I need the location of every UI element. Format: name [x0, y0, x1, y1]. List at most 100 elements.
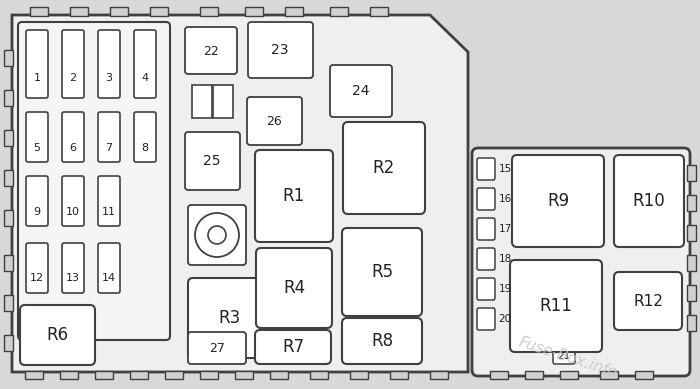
Text: 4: 4 [141, 73, 148, 83]
Text: 1: 1 [34, 73, 41, 83]
Text: 3: 3 [106, 73, 113, 83]
Bar [130, 371, 148, 379]
Bar [370, 7, 388, 16]
Text: 8: 8 [141, 143, 148, 153]
Text: R9: R9 [547, 192, 569, 210]
Bar [285, 7, 303, 16]
Text: R6: R6 [46, 326, 68, 344]
FancyBboxPatch shape [343, 122, 425, 214]
FancyBboxPatch shape [188, 205, 246, 265]
FancyBboxPatch shape [134, 30, 156, 98]
Text: 15: 15 [498, 164, 512, 174]
Bar [390, 371, 408, 379]
FancyBboxPatch shape [614, 155, 684, 247]
Bar [687, 225, 696, 241]
Bar [635, 371, 653, 379]
Text: 5: 5 [34, 143, 41, 153]
Bar [687, 255, 696, 271]
Text: 25: 25 [203, 154, 220, 168]
Text: 20: 20 [498, 314, 512, 324]
Bar [30, 7, 48, 16]
Bar [330, 7, 348, 16]
Text: 10: 10 [66, 207, 80, 217]
FancyBboxPatch shape [98, 30, 120, 98]
Bar [270, 371, 288, 379]
Text: R4: R4 [283, 279, 305, 297]
FancyBboxPatch shape [255, 150, 333, 242]
Bar [192, 85, 212, 118]
FancyBboxPatch shape [185, 27, 237, 74]
FancyBboxPatch shape [188, 332, 246, 364]
FancyBboxPatch shape [247, 97, 302, 145]
Bar [200, 371, 218, 379]
Bar [4, 295, 13, 311]
Bar [350, 371, 368, 379]
Bar [430, 371, 448, 379]
FancyBboxPatch shape [62, 243, 84, 293]
Bar [687, 285, 696, 301]
Bar [525, 371, 543, 379]
Bar [687, 315, 696, 331]
FancyBboxPatch shape [477, 308, 495, 330]
FancyBboxPatch shape [342, 228, 422, 316]
FancyBboxPatch shape [477, 248, 495, 270]
Bar [150, 7, 168, 16]
Text: R2: R2 [373, 159, 395, 177]
Bar [4, 90, 13, 106]
Bar [600, 371, 618, 379]
Text: R3: R3 [218, 309, 240, 327]
Text: 16: 16 [498, 194, 512, 204]
FancyBboxPatch shape [256, 248, 332, 328]
Bar [200, 7, 218, 16]
Text: 2: 2 [69, 73, 76, 83]
Bar [70, 7, 88, 16]
FancyBboxPatch shape [188, 278, 270, 358]
FancyBboxPatch shape [20, 305, 95, 365]
Bar [560, 371, 578, 379]
FancyBboxPatch shape [510, 260, 602, 352]
Bar [110, 7, 128, 16]
Text: R12: R12 [633, 293, 663, 308]
Text: 19: 19 [498, 284, 512, 294]
Bar [4, 335, 13, 351]
FancyBboxPatch shape [248, 22, 313, 78]
Bar [4, 50, 13, 66]
FancyBboxPatch shape [98, 112, 120, 162]
Text: R10: R10 [633, 192, 666, 210]
Bar [25, 371, 43, 379]
Text: 11: 11 [102, 207, 116, 217]
Text: 24: 24 [352, 84, 370, 98]
Bar [165, 371, 183, 379]
Text: 18: 18 [498, 254, 512, 264]
Bar [213, 85, 233, 118]
FancyBboxPatch shape [330, 65, 392, 117]
Text: 27: 27 [209, 342, 225, 354]
FancyBboxPatch shape [62, 30, 84, 98]
Bar [245, 7, 263, 16]
FancyBboxPatch shape [185, 132, 240, 190]
Text: R5: R5 [371, 263, 393, 281]
Bar [4, 170, 13, 186]
Bar [4, 130, 13, 146]
FancyBboxPatch shape [512, 155, 604, 247]
Bar [687, 195, 696, 211]
Text: R7: R7 [282, 338, 304, 356]
Text: R11: R11 [540, 297, 573, 315]
FancyBboxPatch shape [62, 112, 84, 162]
Circle shape [195, 213, 239, 257]
FancyBboxPatch shape [18, 22, 170, 340]
Text: 7: 7 [106, 143, 113, 153]
Text: R1: R1 [283, 187, 305, 205]
FancyBboxPatch shape [614, 272, 682, 330]
Text: 23: 23 [272, 43, 288, 57]
FancyBboxPatch shape [472, 148, 690, 376]
Text: 14: 14 [102, 273, 116, 283]
FancyBboxPatch shape [477, 188, 495, 210]
FancyBboxPatch shape [26, 243, 48, 293]
Circle shape [208, 226, 226, 244]
Bar [687, 165, 696, 181]
Bar [490, 371, 508, 379]
FancyBboxPatch shape [26, 112, 48, 162]
FancyBboxPatch shape [553, 346, 575, 364]
Polygon shape [12, 15, 468, 372]
